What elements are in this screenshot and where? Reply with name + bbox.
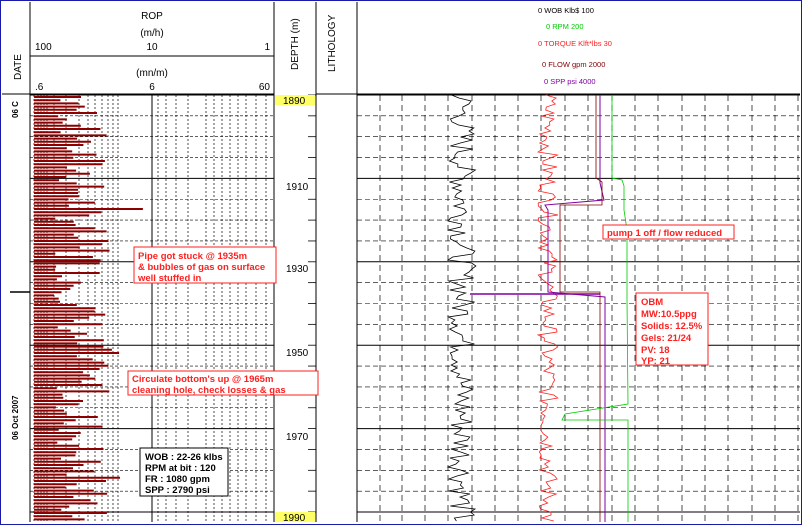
legend-entry-2: 0 TORQUE Klft*lbs 30 [538, 39, 612, 48]
depth-tick-1950: 1950 [286, 348, 309, 359]
svg-text:RPM at bit : 120: RPM at bit : 120 [145, 463, 216, 474]
traces [34, 94, 629, 522]
depth-bottom-box [275, 512, 315, 522]
rop-scale-top-1: 10 [146, 42, 158, 53]
svg-text:Solids: 12.5%: Solids: 12.5% [641, 321, 703, 332]
svg-text:& bubbles of gas on surface: & bubbles of gas on surface [138, 262, 265, 273]
date-header: DATE [13, 54, 24, 80]
drilling-legend: 0 WOB Klb$ 100 0 RPM 200 0 TORQUE Klft*lbs… [538, 6, 612, 86]
depth-tick-1910: 1910 [286, 182, 309, 193]
svg-text:FR : 1080 gpm: FR : 1080 gpm [145, 474, 210, 485]
svg-text:YP: 21: YP: 21 [641, 356, 671, 367]
svg-text:Gels: 21/24: Gels: 21/24 [641, 333, 692, 344]
rpm-trace [561, 95, 629, 522]
legend-entry-0: 0 WOB Klb$ 100 [538, 6, 594, 15]
depth-tick-1930: 1930 [286, 264, 309, 275]
depth-tick-1970: 1970 [286, 432, 309, 443]
rop-title: ROP [141, 11, 163, 22]
rop-trace [34, 96, 143, 521]
rop-scale-bottom-0: .6 [35, 82, 44, 93]
legend-entry-3: 0 FLOW gpm 2000 [542, 60, 605, 69]
date-label-main: 06 Oct 2007 [11, 395, 20, 440]
svg-text:OBM: OBM [641, 297, 663, 308]
svg-text:Circulate bottom's up @ 1965m: Circulate bottom's up @ 1965m [132, 374, 273, 385]
torque-trace [536, 94, 560, 522]
rop-scale-bottom-1: 6 [149, 82, 155, 93]
wob-trace [446, 94, 477, 522]
annotation-drilling-params: WOB : 22-26 klbs RPM at bit : 120 FR : 1… [139, 447, 229, 497]
rop-unit-top: (m/h) [140, 28, 163, 39]
svg-text:cleaning hole, check losses &: cleaning hole, check losses & gas [132, 385, 286, 396]
svg-text:SPP : 2790 psi: SPP : 2790 psi [145, 485, 210, 496]
legend-entry-1: 0 RPM 200 [546, 22, 584, 31]
svg-text:well stuffed in: well stuffed in [137, 273, 202, 284]
svg-text:WOB : 22-26 klbs: WOB : 22-26 klbs [145, 452, 223, 463]
depth-top-label: 1890 [283, 96, 306, 107]
rop-scale-bottom-2: 60 [259, 82, 271, 93]
flow-trace [559, 95, 603, 522]
svg-text:PV: 18: PV: 18 [641, 345, 670, 356]
lithology-header: LITHOLOGY [327, 14, 338, 72]
depth-top-box [275, 95, 315, 105]
rop-scale-top-2: 1 [264, 42, 270, 53]
svg-text:pump 1 off / flow reduced: pump 1 off / flow reduced [607, 228, 722, 239]
svg-text:Pipe got stuck @ 1935m: Pipe got stuck @ 1935m [138, 251, 247, 262]
annotation-pump-off: pump 1 off / flow reduced [602, 224, 735, 240]
date-label-top: 06 C [11, 101, 20, 118]
annotation-stuck-pipe: Pipe got stuck @ 1935m & bubbles of gas … [133, 246, 277, 284]
depth-bottom-label: 1990 [283, 513, 306, 524]
rop-scale-top-0: 100 [35, 42, 52, 53]
depth-header: DEPTH (m) [290, 18, 301, 70]
annotation-circulate: Circulate bottom's up @ 1965m cleaning h… [127, 370, 319, 396]
rop-unit-bottom: (mn/m) [136, 68, 168, 79]
annotation-mud-properties: OBM MW:10.5ppg Solids: 12.5% Gels: 21/24… [635, 292, 709, 367]
spp-trace [544, 95, 606, 522]
svg-text:MW:10.5ppg: MW:10.5ppg [641, 309, 697, 320]
legend-entry-4: 0 SPP psi 4000 [544, 77, 596, 86]
